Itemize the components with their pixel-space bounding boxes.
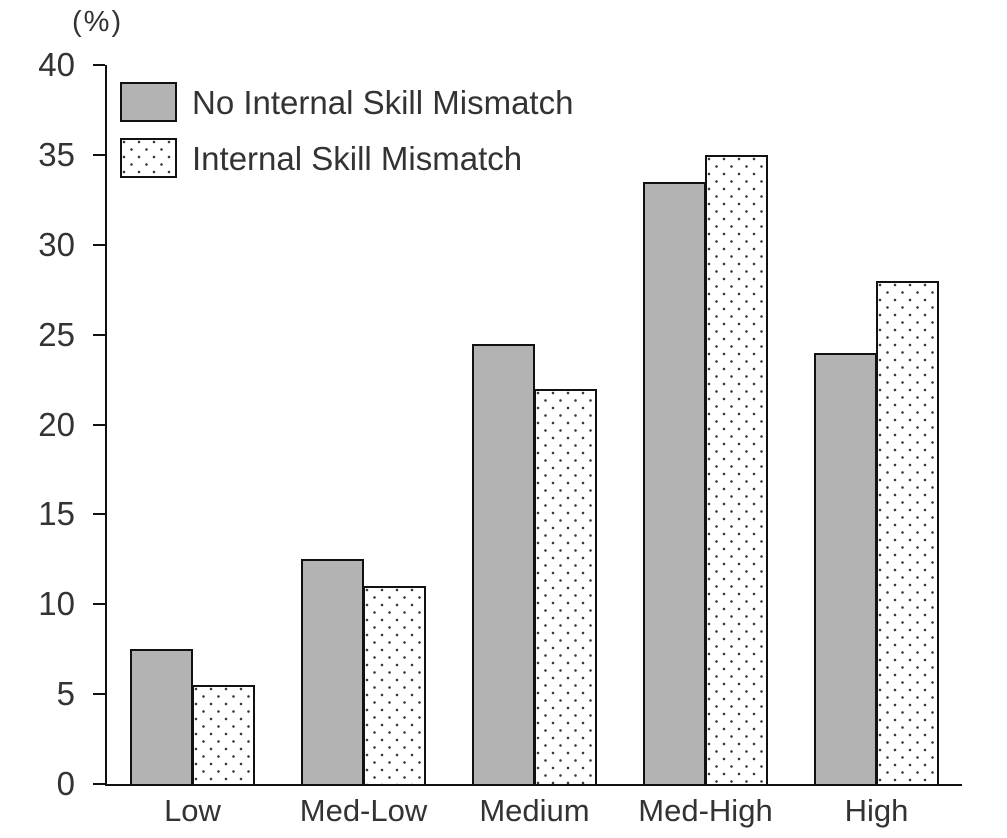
y-axis-tick-label: 25 (38, 315, 75, 353)
y-axis-tick-label: 20 (38, 405, 75, 443)
y-axis-tick (93, 64, 105, 66)
x-axis-label-high: High (844, 793, 909, 828)
bar-medium-no-mismatch (471, 343, 535, 784)
y-axis-tick (93, 783, 105, 785)
bar-med-low-no-mismatch (300, 559, 364, 784)
x-axis-label-med-low: Med-Low (299, 793, 428, 828)
bar-low-mismatch (191, 685, 255, 784)
y-axis-tick (93, 693, 105, 696)
bar-medium-mismatch (533, 388, 597, 784)
y-axis-tick-label: 30 (38, 225, 75, 263)
bar-high-mismatch (875, 280, 939, 784)
bar-med-low-mismatch (362, 586, 426, 784)
y-axis-tick (93, 153, 105, 156)
legend-item-no-mismatch: No Internal Skill Mismatch (120, 82, 573, 122)
bar-med-high-mismatch (704, 154, 768, 784)
y-axis-tick (93, 513, 105, 516)
legend-item-mismatch: Internal Skill Mismatch (120, 138, 573, 178)
y-axis-tick (93, 243, 105, 246)
y-axis-tick (93, 423, 105, 426)
bar-med-high-no-mismatch (642, 181, 706, 784)
x-axis-label-med-high: Med-High (638, 793, 773, 828)
y-axis-tick (93, 333, 105, 336)
legend-label: Internal Skill Mismatch (192, 139, 523, 177)
y-axis-tick-label: 5 (56, 675, 75, 713)
y-axis-tick-label: 35 (38, 135, 75, 173)
y-axis-tick (93, 603, 105, 606)
y-axis-unit-label: (%) (72, 6, 124, 38)
bar-high-no-mismatch (813, 352, 877, 784)
x-axis-label-low: Low (164, 793, 221, 828)
legend-label: No Internal Skill Mismatch (192, 83, 574, 121)
legend: No Internal Skill Mismatch Internal Skil… (120, 82, 573, 178)
y-axis-tick-label: 40 (38, 46, 75, 83)
y-axis-tick-label: 10 (38, 585, 75, 623)
bar-low-no-mismatch (129, 649, 193, 784)
x-axis-label-medium: Medium (479, 793, 590, 828)
plot-area: 0 5 10 15 20 25 30 35 40 Low Med-Low Medium Med-Hig… (38, 47, 962, 828)
legend-swatch-dotted-pattern (120, 138, 177, 178)
y-axis-tick-label: 15 (38, 495, 75, 533)
legend-swatch-solid-gray (120, 82, 177, 122)
y-axis-tick-label: 0 (56, 765, 75, 802)
